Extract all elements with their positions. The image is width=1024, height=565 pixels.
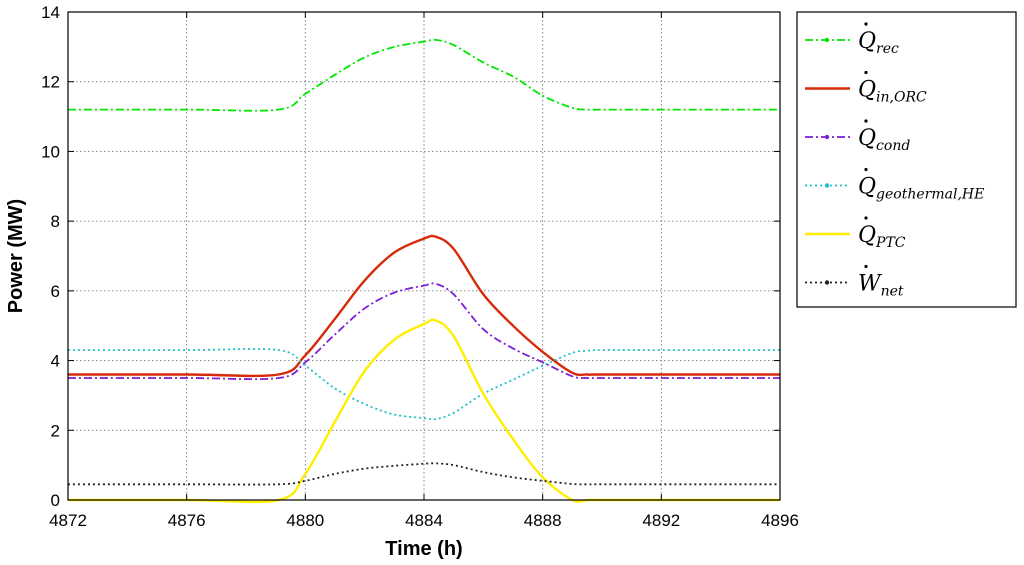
legend-derivative-dot	[864, 119, 868, 123]
x-tick-label: 4876	[168, 511, 206, 530]
legend-marker	[824, 37, 830, 43]
x-tick-label: 4872	[49, 511, 87, 530]
legend-label: Qin,ORC	[858, 78, 927, 106]
y-tick-label: 0	[51, 491, 60, 510]
legend-entry: Wnet	[805, 264, 904, 300]
series-line-in-orc	[67, 234, 780, 378]
x-axis-ticks: 4872 4876 4880 4884 4888 4892 4896	[49, 12, 799, 530]
legend-derivative-dot	[864, 264, 868, 269]
series-line-rec	[68, 38, 780, 112]
y-tick-label: 8	[51, 212, 60, 231]
legend-label: Wnet	[858, 272, 904, 300]
y-tick-label: 6	[51, 282, 60, 301]
legend-derivative-dot	[864, 216, 868, 220]
x-tick-label: 4880	[286, 511, 324, 530]
y-tick-label: 10	[41, 142, 60, 161]
y-axis-ticks: 0 2 4 6 8 10 12 14	[41, 3, 780, 510]
x-tick-label: 4888	[524, 511, 562, 530]
legend-derivative-dot	[864, 22, 868, 26]
y-tick-label: 4	[51, 352, 60, 371]
x-axis-label: Time (h)	[385, 538, 462, 560]
series-line-cond	[67, 282, 780, 381]
legend-label: QPTC	[858, 223, 906, 251]
legend-entry: Qcond	[805, 119, 910, 154]
y-tick-label: 14	[41, 3, 60, 22]
legend-entry: Qgeothermal,HE	[805, 167, 984, 203]
legend-entry: Qin,ORC	[805, 70, 927, 106]
legend-label: Qrec	[858, 29, 899, 57]
legend-marker	[824, 280, 830, 285]
x-tick-label: 4884	[405, 511, 443, 530]
legend-box	[796, 11, 1017, 308]
legend-entry: QPTC	[805, 216, 906, 251]
legend-marker	[824, 134, 830, 140]
legend-label: Qgeothermal,HE	[858, 175, 984, 203]
y-tick-label: 12	[41, 73, 60, 92]
legend-entry: Qrec	[805, 22, 899, 57]
legend-marker	[824, 183, 830, 188]
y-axis-label: Power (MW)	[5, 199, 27, 313]
legend-label: Qcond	[858, 126, 910, 154]
x-tick-label: 4892	[642, 511, 680, 530]
legend: Qrec Qin,ORC Qcond Qgeothermal,HE QPTC Wnet	[796, 11, 1017, 308]
x-tick-label: 4896	[761, 511, 799, 530]
series-line-net	[68, 462, 780, 486]
legend-derivative-dot	[864, 70, 868, 75]
legend-derivative-dot	[864, 167, 868, 172]
y-tick-label: 2	[51, 421, 60, 440]
